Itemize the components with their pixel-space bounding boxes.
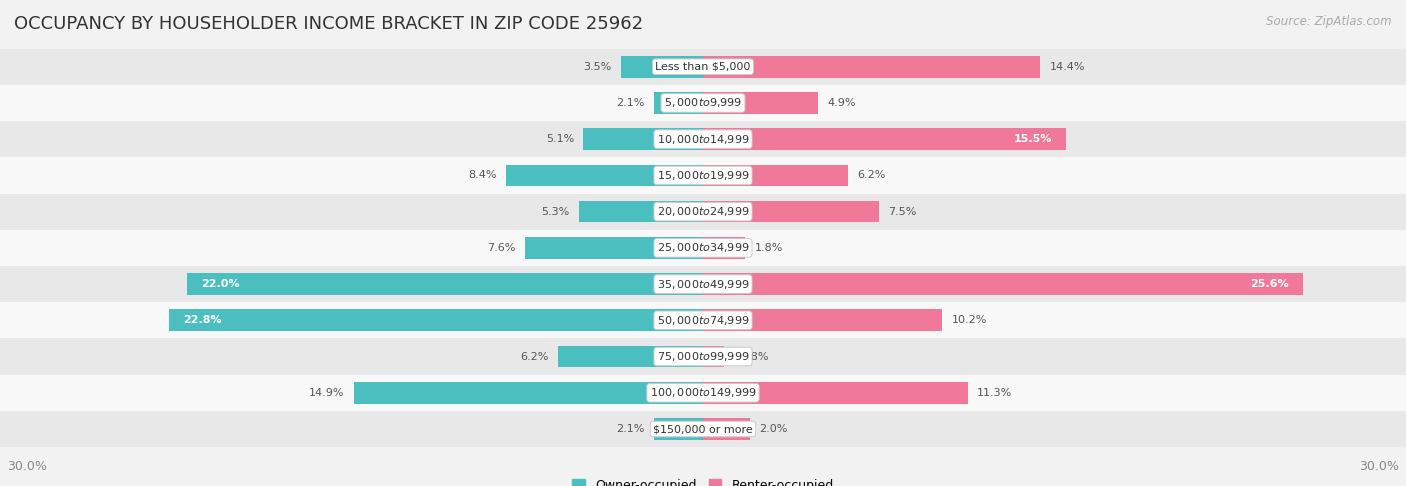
Bar — [703, 165, 848, 186]
Text: $25,000 to $34,999: $25,000 to $34,999 — [657, 242, 749, 254]
Text: 7.6%: 7.6% — [486, 243, 516, 253]
FancyBboxPatch shape — [0, 230, 1406, 266]
FancyBboxPatch shape — [0, 338, 1406, 375]
FancyBboxPatch shape — [0, 193, 1406, 230]
Text: 6.2%: 6.2% — [520, 351, 548, 362]
Text: Less than $5,000: Less than $5,000 — [655, 62, 751, 72]
FancyBboxPatch shape — [0, 375, 1406, 411]
FancyBboxPatch shape — [0, 302, 1406, 338]
Text: 5.1%: 5.1% — [546, 134, 574, 144]
Bar — [558, 346, 703, 367]
Bar — [524, 237, 703, 259]
Text: $75,000 to $99,999: $75,000 to $99,999 — [657, 350, 749, 363]
Text: 2.0%: 2.0% — [759, 424, 787, 434]
Text: 3.5%: 3.5% — [583, 62, 612, 72]
Text: 22.8%: 22.8% — [183, 315, 221, 325]
Bar — [579, 201, 703, 223]
Text: 2.1%: 2.1% — [616, 98, 644, 108]
Text: 2.1%: 2.1% — [616, 424, 644, 434]
Text: 5.3%: 5.3% — [541, 207, 569, 217]
Text: $20,000 to $24,999: $20,000 to $24,999 — [657, 205, 749, 218]
FancyBboxPatch shape — [0, 85, 1406, 121]
Text: 4.9%: 4.9% — [827, 98, 856, 108]
Legend: Owner-occupied, Renter-occupied: Owner-occupied, Renter-occupied — [568, 474, 838, 486]
Bar — [703, 418, 749, 440]
Text: 14.4%: 14.4% — [1050, 62, 1085, 72]
Bar — [506, 165, 703, 186]
FancyBboxPatch shape — [0, 411, 1406, 447]
Text: 25.6%: 25.6% — [1250, 279, 1289, 289]
Bar — [703, 273, 1303, 295]
FancyBboxPatch shape — [0, 121, 1406, 157]
FancyBboxPatch shape — [0, 157, 1406, 193]
Bar — [354, 382, 703, 404]
Text: $150,000 or more: $150,000 or more — [654, 424, 752, 434]
FancyBboxPatch shape — [0, 49, 1406, 85]
Text: $50,000 to $74,999: $50,000 to $74,999 — [657, 314, 749, 327]
Text: 14.9%: 14.9% — [309, 388, 344, 398]
Bar — [703, 56, 1040, 78]
Text: 0.88%: 0.88% — [733, 351, 769, 362]
Bar — [703, 92, 818, 114]
Bar — [703, 382, 967, 404]
Text: 1.8%: 1.8% — [755, 243, 783, 253]
Text: 10.2%: 10.2% — [952, 315, 987, 325]
Text: $5,000 to $9,999: $5,000 to $9,999 — [664, 96, 742, 109]
Bar — [654, 418, 703, 440]
Text: 7.5%: 7.5% — [889, 207, 917, 217]
Bar — [703, 237, 745, 259]
Text: 30.0%: 30.0% — [7, 460, 46, 473]
Bar — [583, 128, 703, 150]
Bar — [703, 310, 942, 331]
Text: OCCUPANCY BY HOUSEHOLDER INCOME BRACKET IN ZIP CODE 25962: OCCUPANCY BY HOUSEHOLDER INCOME BRACKET … — [14, 15, 643, 33]
Text: $15,000 to $19,999: $15,000 to $19,999 — [657, 169, 749, 182]
Bar — [654, 92, 703, 114]
Text: 6.2%: 6.2% — [858, 171, 886, 180]
Text: 22.0%: 22.0% — [201, 279, 240, 289]
FancyBboxPatch shape — [0, 266, 1406, 302]
Text: 11.3%: 11.3% — [977, 388, 1012, 398]
Text: $35,000 to $49,999: $35,000 to $49,999 — [657, 278, 749, 291]
Bar — [621, 56, 703, 78]
Text: 15.5%: 15.5% — [1014, 134, 1052, 144]
Text: 8.4%: 8.4% — [468, 171, 496, 180]
Bar — [169, 310, 703, 331]
Bar — [187, 273, 703, 295]
Text: $10,000 to $14,999: $10,000 to $14,999 — [657, 133, 749, 146]
Bar — [703, 128, 1066, 150]
Text: $100,000 to $149,999: $100,000 to $149,999 — [650, 386, 756, 399]
Text: 30.0%: 30.0% — [1360, 460, 1399, 473]
Text: Source: ZipAtlas.com: Source: ZipAtlas.com — [1267, 15, 1392, 28]
Bar — [703, 201, 879, 223]
Bar — [703, 346, 724, 367]
